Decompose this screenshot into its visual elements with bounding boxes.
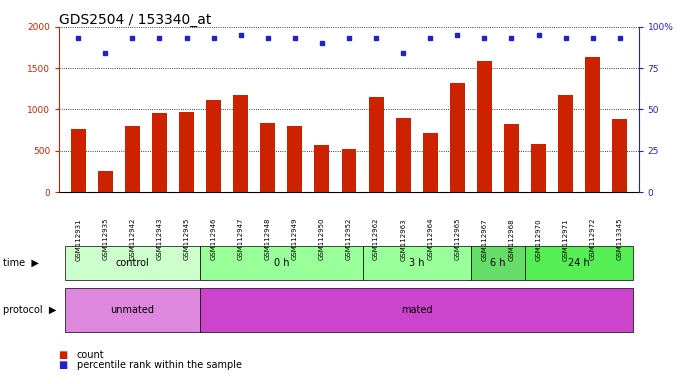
Bar <box>585 56 600 192</box>
Bar <box>531 144 546 192</box>
Bar <box>396 118 410 192</box>
Text: ■: ■ <box>59 360 72 370</box>
Text: percentile rank within the sample: percentile rank within the sample <box>77 360 242 370</box>
Text: GSM112962: GSM112962 <box>373 218 379 260</box>
Bar <box>233 95 248 192</box>
Text: 6 h: 6 h <box>490 258 505 268</box>
Text: GSM112968: GSM112968 <box>508 218 514 261</box>
Text: GSM112931: GSM112931 <box>75 218 81 261</box>
Text: GSM112971: GSM112971 <box>563 218 569 261</box>
Text: time  ▶: time ▶ <box>3 258 39 268</box>
Bar <box>477 61 492 192</box>
Bar <box>70 129 86 192</box>
Text: GSM112972: GSM112972 <box>590 218 595 260</box>
Bar <box>152 113 167 192</box>
Text: GSM112970: GSM112970 <box>535 218 542 261</box>
Text: GSM112950: GSM112950 <box>319 218 325 260</box>
Text: GSM112965: GSM112965 <box>454 218 460 260</box>
Bar <box>504 124 519 192</box>
Text: control: control <box>116 258 149 268</box>
FancyBboxPatch shape <box>200 246 362 280</box>
Bar <box>450 83 465 192</box>
Bar <box>288 126 302 192</box>
Bar <box>125 126 140 192</box>
Bar <box>98 171 113 192</box>
Bar <box>558 95 573 192</box>
Bar <box>341 149 357 192</box>
FancyBboxPatch shape <box>362 246 471 280</box>
Text: GSM112945: GSM112945 <box>184 218 190 260</box>
FancyBboxPatch shape <box>525 246 633 280</box>
Text: GSM112967: GSM112967 <box>482 218 487 261</box>
Text: GSM112947: GSM112947 <box>238 218 244 260</box>
FancyBboxPatch shape <box>65 288 200 332</box>
FancyBboxPatch shape <box>65 246 200 280</box>
Text: GSM112942: GSM112942 <box>129 218 135 260</box>
FancyBboxPatch shape <box>200 288 633 332</box>
Text: GSM112948: GSM112948 <box>265 218 271 260</box>
Text: GSM112963: GSM112963 <box>400 218 406 261</box>
Text: GSM112943: GSM112943 <box>156 218 163 260</box>
Text: unmated: unmated <box>110 305 154 315</box>
Text: protocol  ▶: protocol ▶ <box>3 305 57 315</box>
FancyBboxPatch shape <box>471 246 525 280</box>
Bar <box>612 119 628 192</box>
Text: GDS2504 / 153340_at: GDS2504 / 153340_at <box>59 13 211 27</box>
Bar <box>206 100 221 192</box>
Bar <box>315 145 329 192</box>
Text: GSM112935: GSM112935 <box>103 218 108 260</box>
Text: 0 h: 0 h <box>274 258 289 268</box>
Bar <box>369 97 383 192</box>
Text: 24 h: 24 h <box>568 258 590 268</box>
Bar <box>423 132 438 192</box>
Text: 3 h: 3 h <box>409 258 424 268</box>
Text: GSM113345: GSM113345 <box>617 218 623 260</box>
Text: GSM112946: GSM112946 <box>211 218 216 260</box>
Text: GSM112949: GSM112949 <box>292 218 298 260</box>
Text: count: count <box>77 350 105 360</box>
Bar <box>179 112 194 192</box>
Text: GSM112952: GSM112952 <box>346 218 352 260</box>
Text: GSM112964: GSM112964 <box>427 218 433 260</box>
Text: mated: mated <box>401 305 433 315</box>
Text: ■: ■ <box>59 350 72 360</box>
Bar <box>260 122 275 192</box>
